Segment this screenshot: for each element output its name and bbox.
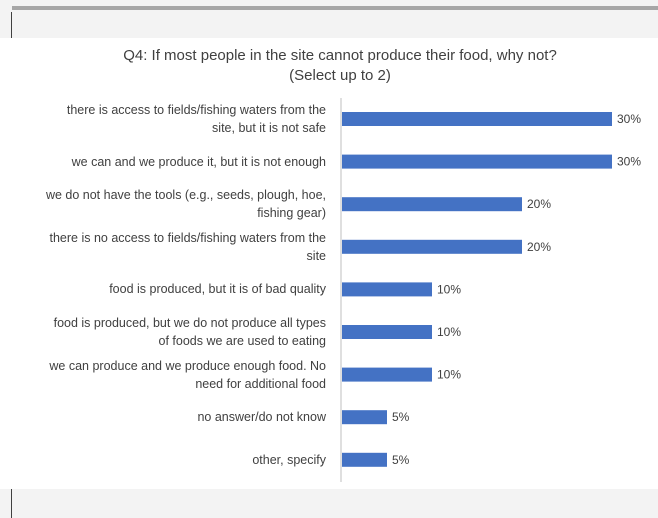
category-label-5: food is produced, but we do not produce …	[6, 314, 326, 350]
left-edge-top	[11, 12, 12, 38]
category-label-2: we do not have the tools (e.g., seeds, p…	[6, 186, 326, 222]
bar-6	[342, 367, 432, 382]
data-label-8: 5%	[392, 453, 410, 467]
category-label-2-line-0: we do not have the tools (e.g., seeds, p…	[45, 188, 326, 203]
data-label-2: 20%	[527, 197, 551, 211]
chart-title-line-2: (Select up to 2)	[289, 67, 391, 84]
category-label-0-line-1: site, but it is not safe	[212, 121, 326, 135]
bar-0	[342, 112, 612, 126]
data-label-6: 10%	[437, 368, 461, 382]
category-label-1: we can and we produce it, but it is not …	[6, 153, 326, 171]
bar-5	[342, 325, 432, 339]
bar-4	[342, 282, 432, 297]
category-label-3-line-1: site	[306, 248, 326, 263]
left-edge-bottom	[11, 489, 12, 518]
chart-title: Q4: If most people in the site cannot pr…	[40, 46, 640, 86]
category-label-1-line-0: we can and we produce it, but it is not …	[71, 154, 326, 169]
data-label-7: 5%	[392, 410, 410, 424]
category-label-7: no answer/do not know	[6, 408, 326, 426]
category-label-5-line-1: of foods we are used to eating	[158, 334, 326, 348]
data-label-4: 10%	[437, 282, 461, 296]
category-label-3: there is no access to fields/fishing wat…	[6, 229, 326, 265]
bar-2	[342, 197, 522, 212]
category-label-6-line-1: need for additional food	[195, 376, 326, 391]
data-label-5: 10%	[437, 325, 461, 339]
category-label-4-line-0: food is produced, but it is of bad quali…	[109, 282, 326, 297]
bar-1	[342, 154, 612, 169]
category-label-8-line-0: other, specify	[252, 452, 326, 467]
chart-title-line-1: Q4: If most people in the site cannot pr…	[123, 47, 557, 64]
category-label-0: there is access to fields/fishing waters…	[6, 101, 326, 137]
data-label-3: 20%	[527, 240, 551, 254]
category-label-2-line-1: fishing gear)	[257, 206, 326, 221]
bar-7	[342, 410, 387, 425]
category-label-3-line-0: there is no access to fields/fishing wat…	[49, 230, 326, 245]
bar-3	[342, 239, 522, 254]
category-label-7-line-0: no answer/do not know	[197, 410, 326, 425]
category-label-6: we can produce and we produce enough foo…	[6, 357, 326, 393]
category-label-8: other, specify	[6, 451, 326, 469]
top-divider	[12, 6, 658, 10]
category-label-4: food is produced, but it is of bad quali…	[6, 280, 326, 298]
data-label-0: 30%	[617, 112, 641, 126]
bar-8	[342, 452, 387, 467]
category-label-5-line-0: food is produced, but we do not produce …	[53, 316, 326, 330]
bottom-band	[0, 489, 658, 518]
category-label-0-line-0: there is access to fields/fishing waters…	[66, 103, 326, 117]
data-label-1: 30%	[617, 155, 641, 169]
category-label-6-line-0: we can produce and we produce enough foo…	[49, 358, 326, 373]
